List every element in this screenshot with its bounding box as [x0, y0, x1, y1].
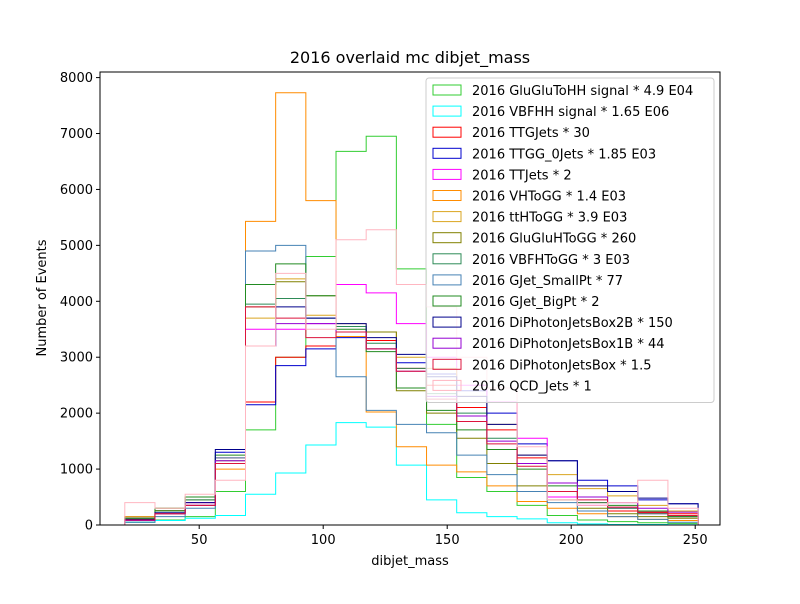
legend-swatch [432, 274, 462, 286]
legend-swatch [432, 337, 462, 349]
legend-label: 2016 TTGG_0Jets * 1.85 E03 [472, 147, 656, 162]
y-tick-label: 2000 [60, 407, 93, 422]
y-tick-label: 4000 [60, 295, 93, 310]
legend-label: 2016 VBFHH signal * 1.65 E06 [472, 105, 669, 120]
y-tick-label: 3000 [60, 351, 93, 366]
y-tick-label: 8000 [60, 71, 93, 86]
legend-label: 2016 GJet_SmallPt * 77 [472, 274, 623, 289]
x-axis-ticks: 50 100 150 200 250 [191, 525, 708, 548]
legend-label: 2016 QCD_Jets * 1 [472, 379, 592, 394]
legend-swatch [432, 379, 462, 391]
legend-swatch [432, 358, 462, 370]
x-tick-label: 200 [559, 533, 584, 548]
legend-box [425, 77, 715, 403]
y-tick-label: 0 [85, 519, 93, 534]
legend-swatch [432, 105, 462, 117]
legend-label: 2016 VHToGG * 1.4 E03 [472, 190, 626, 205]
y-tick-label: 1000 [60, 463, 93, 478]
legend-label: 2016 DiPhotonJetsBox * 1.5 [472, 358, 651, 373]
legend-label: 2016 GluGluToHH signal * 4.9 E04 [472, 84, 693, 99]
series-1-histogram [124, 422, 699, 526]
legend-label: 2016 DiPhotonJetsBox1B * 44 [472, 337, 665, 352]
legend-label: 2016 ttHToGG * 3.9 E03 [472, 211, 627, 226]
legend-swatch [432, 316, 462, 328]
legend-swatch [432, 168, 462, 180]
y-tick-label: 6000 [60, 183, 93, 198]
legend-swatch [432, 232, 462, 244]
x-tick-label: 250 [683, 533, 708, 548]
x-axis-label: dibjet_mass [371, 554, 449, 569]
legend-label: 2016 GJet_BigPt * 2 [472, 295, 599, 310]
plot-area [124, 92, 699, 526]
y-tick-label: 5000 [60, 239, 93, 254]
legend-swatch [432, 190, 462, 201]
legend-label: 2016 GluGluHToGG * 260 [472, 232, 636, 247]
legend-swatch [432, 253, 462, 265]
legend-swatch [432, 126, 462, 138]
x-tick-label: 50 [191, 533, 208, 548]
series-14-histogram [124, 229, 699, 525]
legend-swatch [432, 147, 462, 159]
legend-swatch [432, 211, 462, 223]
legend-swatch [432, 295, 462, 307]
legend-label: 2016 TTGJets * 30 [472, 126, 590, 141]
legend-label: 2016 DiPhotonJetsBox2B * 150 [472, 316, 673, 331]
legend-label: 2016 TTJets * 2 [472, 168, 572, 183]
legend: 2016 GluGluToHH signal * 4.9 E04 2016 VBF… [425, 77, 715, 403]
legend-swatch [432, 84, 462, 96]
y-tick-label: 7000 [60, 127, 93, 142]
y-axis-label: Number of Events [35, 239, 50, 356]
x-tick-label: 100 [311, 533, 336, 548]
axes-frame [99, 71, 721, 526]
y-axis-ticks: 0 1000 2000 3000 4000 5000 6000 7000 8000 [60, 71, 100, 534]
legend-label: 2016 VBFHToGG * 3 E03 [472, 253, 630, 268]
x-tick-label: 150 [435, 533, 460, 548]
chart-title: 2016 overlaid mc dibjet_mass [290, 48, 530, 68]
